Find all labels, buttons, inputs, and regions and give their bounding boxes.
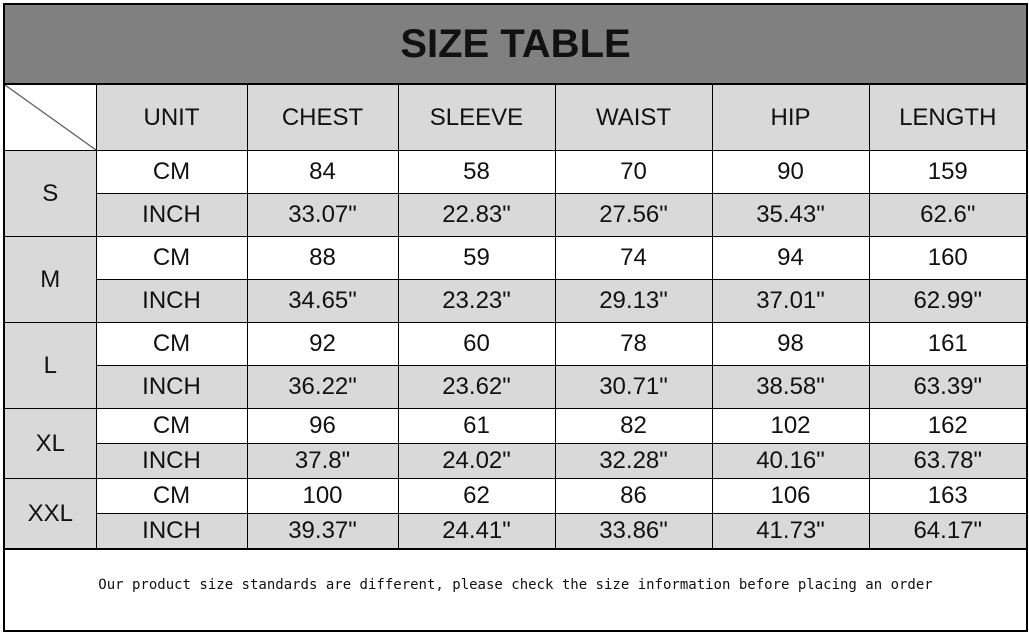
table-cell: 96: [246, 408, 399, 444]
table-cell: 62.6": [868, 193, 1026, 237]
table-cell: 62.99": [868, 279, 1026, 323]
table-cell: 64.17": [868, 513, 1026, 549]
table-cell: 37.8": [246, 443, 399, 479]
table-cell: 34.65": [246, 279, 399, 323]
table-cell: 29.13": [554, 279, 713, 323]
table-cell: 32.28": [554, 443, 713, 479]
unit-cell: INCH: [96, 365, 248, 409]
table-cell: 74: [554, 236, 713, 280]
table-cell: 59: [397, 236, 556, 280]
size-label: XL: [5, 408, 97, 479]
table-cell: 63.39": [868, 365, 1026, 409]
column-header-sleeve: SLEEVE: [397, 85, 556, 151]
diagonal-corner-cell: [5, 85, 97, 151]
table-row-inch: INCH 39.37" 24.41" 33.86" 41.73" 64.17": [5, 513, 1026, 549]
table-row-cm: M CM 88 59 74 94 160: [5, 236, 1026, 323]
table-cell: 33.07": [246, 193, 399, 237]
column-header-length: LENGTH: [868, 85, 1026, 151]
table-row-inch: INCH 36.22" 23.62" 30.71" 38.58" 63.39": [5, 365, 1026, 409]
table-cell: 160: [868, 236, 1026, 280]
size-table-sheet: SIZE TABLE UNIT CHEST SLEEVE WAIST HIP LENGTH…: [3, 3, 1028, 632]
table-cell: 38.58": [711, 365, 870, 409]
table-cell: 86: [554, 478, 713, 514]
column-header-unit: UNIT: [95, 85, 248, 151]
table-cell: 40.16": [711, 443, 870, 479]
column-header-hip: HIP: [711, 85, 870, 151]
unit-cell: CM: [95, 322, 248, 366]
table-cell: 39.37": [246, 513, 399, 549]
table-cell: 41.73": [711, 513, 870, 549]
column-header-waist: WAIST: [554, 85, 713, 151]
size-label: L: [5, 322, 97, 409]
table-row-cm: XXL CM 100 62 86 106 163: [5, 478, 1026, 549]
table-cell: 23.62": [397, 365, 556, 409]
table-cell: 98: [711, 322, 870, 366]
table-row-cm: XL CM 96 61 82 102 162: [5, 408, 1026, 479]
header-row: UNIT CHEST SLEEVE WAIST HIP LENGTH: [5, 85, 1026, 151]
unit-cell: CM: [95, 408, 248, 444]
table-cell: 27.56": [554, 193, 713, 237]
size-table: UNIT CHEST SLEEVE WAIST HIP LENGTH S CM 84 58 70 90…: [5, 85, 1026, 549]
table-cell: 24.02": [397, 443, 556, 479]
table-cell: 94: [711, 236, 870, 280]
footer-note: Our product size standards are different…: [5, 549, 1026, 620]
table-row-cm: L CM 92 60 78 98 161: [5, 322, 1026, 409]
unit-cell: CM: [95, 236, 248, 280]
table-cell: 33.86": [554, 513, 713, 549]
table-cell: 162: [868, 408, 1026, 444]
table-cell: 62: [397, 478, 556, 514]
table-title: SIZE TABLE: [5, 5, 1026, 85]
unit-cell: INCH: [96, 193, 248, 237]
unit-cell: CM: [95, 478, 248, 514]
table-cell: 161: [868, 322, 1026, 366]
unit-cell: INCH: [96, 279, 248, 323]
size-label: M: [5, 236, 97, 323]
table-row-inch: INCH 37.8" 24.02" 32.28" 40.16" 63.78": [5, 443, 1026, 479]
unit-cell: CM: [95, 150, 248, 194]
table-cell: 24.41": [397, 513, 556, 549]
table-row-cm: S CM 84 58 70 90 159: [5, 150, 1026, 237]
table-cell: 58: [397, 150, 556, 194]
unit-cell: INCH: [96, 513, 248, 549]
column-header-chest: CHEST: [246, 85, 399, 151]
table-cell: 100: [246, 478, 399, 514]
table-cell: 78: [554, 322, 713, 366]
table-cell: 36.22": [246, 365, 399, 409]
table-cell: 63.78": [868, 443, 1026, 479]
table-row-inch: INCH 34.65" 23.23" 29.13" 37.01" 62.99": [5, 279, 1026, 323]
table-cell: 106: [711, 478, 870, 514]
table-cell: 88: [246, 236, 399, 280]
table-cell: 37.01": [711, 279, 870, 323]
table-cell: 92: [246, 322, 399, 366]
table-cell: 22.83": [397, 193, 556, 237]
table-cell: 60: [397, 322, 556, 366]
table-cell: 82: [554, 408, 713, 444]
table-cell: 70: [554, 150, 713, 194]
table-row-inch: INCH 33.07" 22.83" 27.56" 35.43" 62.6": [5, 193, 1026, 237]
table-cell: 35.43": [711, 193, 870, 237]
table-cell: 90: [711, 150, 870, 194]
table-cell: 159: [868, 150, 1026, 194]
size-label: XXL: [5, 478, 97, 549]
table-cell: 61: [397, 408, 556, 444]
table-cell: 84: [246, 150, 399, 194]
size-label: S: [5, 150, 97, 237]
table-cell: 30.71": [554, 365, 713, 409]
unit-cell: INCH: [96, 443, 248, 479]
table-cell: 23.23": [397, 279, 556, 323]
table-cell: 163: [868, 478, 1026, 514]
table-cell: 102: [711, 408, 870, 444]
